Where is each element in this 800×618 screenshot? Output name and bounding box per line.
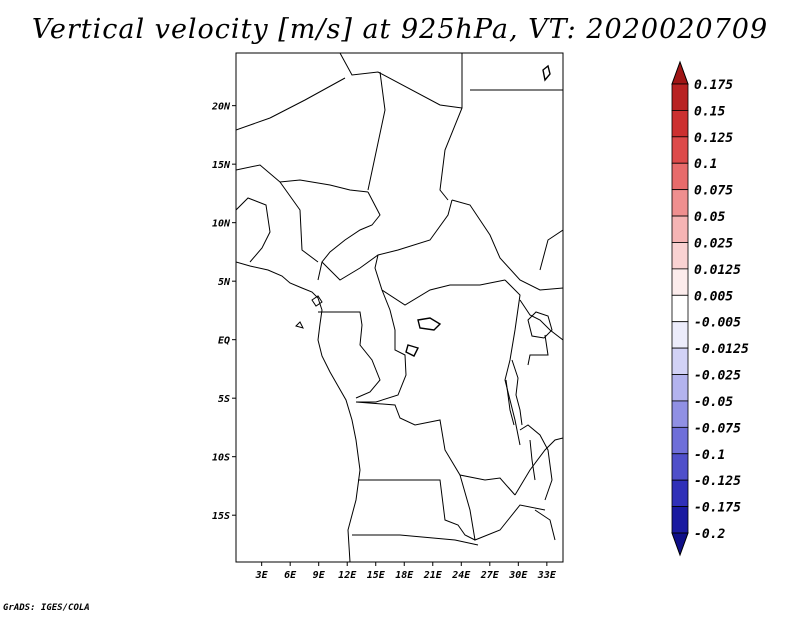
lon-tick-label: 9E <box>313 570 326 581</box>
country-boundaries <box>236 53 563 562</box>
lat-tick-label: 15S <box>212 511 230 522</box>
colorbar-label: -0.05 <box>694 395 733 410</box>
lon-tick-label: 18E <box>395 570 414 581</box>
colorbar-label: 0.125 <box>694 131 733 146</box>
latitude-axis: 20N 15N 10N 5N EQ 5S 10S 15S <box>211 102 236 522</box>
map-frame <box>235 52 564 563</box>
colorbar-label: -0.025 <box>694 369 741 384</box>
colorbar-label: -0.1 <box>694 448 725 463</box>
lat-tick-label: 10N <box>212 219 231 230</box>
lon-tick-label: 27E <box>480 570 500 581</box>
lat-tick-label: 10S <box>212 453 230 464</box>
colorbar-swatch <box>671 136 689 164</box>
colorbar-swatch <box>671 162 689 191</box>
lon-tick-label: 24E <box>451 570 471 581</box>
colorbar-label: 0.175 <box>694 78 733 93</box>
colorbar-label: -0.125 <box>694 474 741 489</box>
colorbar: 0.175 0.15 0.125 0.1 0.075 0.05 0.025 0.0125 0.0… <box>671 60 749 557</box>
lon-tick-label: 33E <box>537 570 557 581</box>
lat-tick-label: 15N <box>212 160 231 171</box>
colorbar-swatch <box>671 374 689 402</box>
vertical-velocity-field <box>236 53 563 562</box>
lon-tick-label: 21E <box>423 570 443 581</box>
colorbar-swatch <box>671 294 689 323</box>
colorbar-swatch <box>671 347 689 375</box>
chart-title: Vertical velocity [m/s] at 925hPa, VT: 2… <box>31 14 769 45</box>
lat-tick-label: 5N <box>218 277 231 288</box>
longitude-axis: 3E 6E 9E 12E 15E 18E 21E 24E 27E 30E 33E <box>255 562 557 581</box>
colorbar-label: 0.05 <box>694 210 725 225</box>
colorbar-label: -0.005 <box>694 316 741 331</box>
lon-tick-label: 30E <box>508 570 528 581</box>
colorbar-label: 0.0125 <box>694 263 741 278</box>
lat-tick-label: EQ <box>218 336 230 347</box>
colorbar-swatch <box>671 321 689 349</box>
colorbar-label: 0.005 <box>694 289 733 304</box>
lon-tick-label: 6E <box>284 570 297 581</box>
lon-tick-label: 3E <box>255 570 269 581</box>
colorbar-label: 0.15 <box>694 104 725 119</box>
colorbar-swatch <box>671 242 689 270</box>
colorbar-label: 0.025 <box>694 236 733 251</box>
colorbar-swatch <box>671 215 689 243</box>
colorbar-swatch <box>671 426 689 455</box>
colorbar-swatch <box>671 83 689 111</box>
colorbar-label: 0.1 <box>694 157 717 172</box>
footer-credit: GrADS: IGES/COLA <box>3 603 90 613</box>
colorbar-swatch <box>671 400 689 428</box>
colorbar-label: -0.2 <box>694 527 725 542</box>
colorbar-swatch <box>671 268 689 296</box>
colorbar-label: -0.0125 <box>694 342 749 357</box>
lat-tick-label: 20N <box>211 102 231 113</box>
lon-tick-label: 12E <box>338 570 357 581</box>
colorbar-swatch <box>671 189 689 217</box>
lat-tick-label: 5S <box>218 394 230 405</box>
colorbar-bottom-arrow <box>671 532 689 557</box>
colorbar-swatch <box>671 110 689 138</box>
colorbar-swatch <box>671 453 689 481</box>
colorbar-label: -0.175 <box>694 501 741 516</box>
colorbar-swatch <box>671 506 689 534</box>
colorbar-label: -0.075 <box>694 421 741 436</box>
colorbar-top-arrow <box>671 60 689 85</box>
colorbar-label: 0.075 <box>694 184 733 199</box>
lon-tick-label: 15E <box>367 570 386 581</box>
colorbar-swatch <box>671 479 689 507</box>
